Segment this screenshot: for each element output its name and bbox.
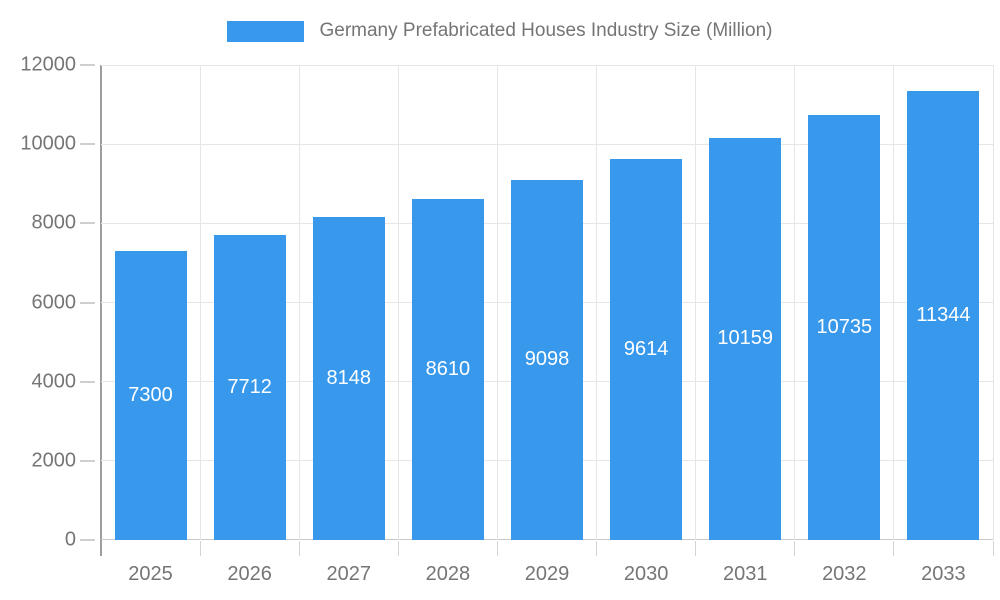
bar-value-label: 9614 [623,338,669,361]
x-axis-tick [992,541,994,556]
v-gridline [397,65,399,540]
y-axis-tick [80,459,95,462]
chart-legend: Germany Prefabricated Houses Industry Si… [0,20,1000,42]
y-axis-tick-label: 0 [64,528,76,551]
x-axis-tick-label: 2032 [822,563,867,585]
y-axis-tick [80,222,95,225]
h-gridline [101,143,993,145]
x-axis-tick [298,541,300,556]
y-axis-tick-label: 4000 [31,370,77,393]
bar-value-label: 8610 [425,358,471,381]
y-axis-tick [80,64,95,66]
x-axis-tick-label: 2025 [128,563,173,585]
x-axis-tick-label: 2033 [921,563,966,585]
v-gridline [695,65,697,540]
bar: 10735 [808,115,881,540]
v-gridline [199,65,201,540]
y-axis-tick-label: 10000 [20,132,76,155]
x-axis-tick [695,541,697,556]
y-axis-tick-label: 2000 [31,449,77,472]
v-gridline [596,65,598,540]
x-axis-tick-label: 2026 [227,563,272,585]
x-axis-tick [199,541,201,556]
x-axis-tick [794,541,796,556]
bar-value-label: 11344 [916,303,971,326]
bar: 7300 [114,251,187,540]
x-axis-tick-label: 2028 [425,563,471,585]
y-axis-ticks [0,64,101,541]
x-axis-tick [893,541,895,556]
bar: 8610 [411,199,484,540]
y-axis-tick [80,539,95,541]
y-axis-tick [80,143,95,146]
bar-value-label: 10159 [717,327,774,350]
v-gridline [794,65,796,540]
h-gridline [101,65,993,66]
y-axis-tick-label: 12000 [20,53,76,76]
x-axis-tick-label: 2029 [524,563,570,585]
y-axis-tick-label: 8000 [31,211,77,234]
bar: 11344 [907,90,980,540]
x-axis-tick [496,541,498,556]
bar-value-label: 7712 [227,375,272,398]
bar: 7712 [213,234,286,540]
y-axis-line [100,65,102,556]
bar: 9614 [610,159,683,540]
v-gridline [496,65,498,540]
bar: 9098 [511,179,583,540]
bar: 10159 [709,137,782,540]
y-axis-tick [80,301,95,304]
v-gridline [992,65,994,540]
x-axis-tick-label: 2027 [326,563,372,585]
plot-area: 7300 7712 8148 8610 9098 9614 10159 10735 11344 [101,65,994,540]
x-axis-ticks [101,541,994,556]
x-axis-tick-label: 2031 [722,563,768,585]
bar-value-label: 9098 [524,348,570,371]
legend-label: Germany Prefabricated Houses Industry Si… [319,20,773,41]
v-gridline [893,65,895,540]
v-gridline [298,65,300,540]
x-axis-tick [596,541,598,556]
bar-value-label: 10735 [816,316,873,339]
bar-value-label: 8148 [326,367,372,390]
bar: 8148 [312,217,385,540]
x-axis-tick-label: 2030 [623,563,669,585]
legend-swatch [227,20,305,42]
y-axis-tick-label: 6000 [31,291,77,313]
y-axis-labels: 0 2000 4000 6000 8000 10000 12000 [0,54,77,551]
bar-value-label: 7300 [128,384,173,407]
x-axis-labels: 2025 2026 2027 2028 2029 2030 2031 2032 2033 [101,560,993,590]
y-axis-tick [80,380,95,383]
x-axis-tick [397,541,399,556]
